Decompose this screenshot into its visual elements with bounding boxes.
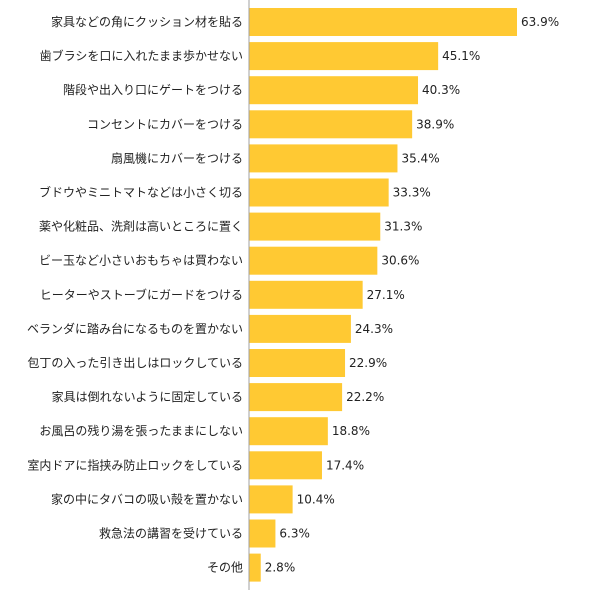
value-label: 31.3% [384, 220, 422, 234]
value-label: 30.6% [381, 254, 419, 268]
value-label: 6.3% [279, 527, 310, 541]
value-label: 24.3% [355, 322, 393, 336]
bar [249, 42, 439, 71]
value-label: 17.4% [326, 458, 364, 472]
category-label: コンセントにカバーをつける [87, 117, 243, 131]
bar [249, 485, 293, 514]
category-label: 室内ドアに指挟み防止ロックをしている [27, 457, 243, 472]
bar [249, 76, 419, 105]
category-label: ベランダに踏み台になるものを置かない [27, 321, 243, 336]
bar [249, 212, 381, 241]
bar [249, 144, 398, 173]
category-label: 家具は倒れないように固定している [52, 389, 243, 404]
category-label: その他 [207, 561, 243, 575]
bars-layer [249, 8, 517, 582]
category-label: 救急法の講習を受けている [99, 526, 243, 541]
value-label: 22.2% [346, 390, 384, 404]
category-label: 階段や出入り口にゲートをつける [63, 82, 243, 97]
bar [249, 519, 276, 548]
category-label: お風呂の残り湯を張ったままにしない [39, 424, 243, 438]
value-label: 22.9% [349, 356, 387, 370]
category-label: 扇風機にカバーをつける [111, 150, 243, 165]
category-label: ブドウやミニトマトなどは小さく切る [39, 185, 243, 200]
category-label: ビー玉など小さいおもちゃは買わない [39, 254, 243, 268]
bar [249, 8, 517, 36]
bar [249, 280, 363, 309]
value-label: 63.9% [521, 15, 559, 29]
value-label: 27.1% [367, 288, 405, 302]
bar [249, 314, 351, 343]
category-label: 家具などの角にクッション材を貼る [51, 14, 243, 29]
value-label: 10.4% [297, 492, 335, 506]
category-label: 包丁の入った引き出しはロックしている [27, 356, 243, 370]
bar [249, 383, 343, 412]
bar [249, 110, 413, 139]
category-label: 薬や化粧品、洗剤は高いところに置く [39, 219, 243, 234]
value-label: 33.3% [393, 186, 431, 200]
value-label: 2.8% [265, 561, 296, 575]
bar [249, 349, 346, 377]
value-label: 40.3% [422, 83, 460, 97]
bar [249, 417, 328, 446]
bar [249, 178, 389, 207]
value-label: 45.1% [442, 49, 480, 63]
bar [249, 553, 261, 582]
category-label: 家の中にタバコの吸い殻を置かない [51, 491, 243, 506]
value-label: 18.8% [332, 424, 370, 438]
value-label: 35.4% [401, 151, 439, 165]
bar [249, 246, 378, 275]
bar [249, 451, 322, 480]
value-label: 38.9% [416, 117, 454, 131]
category-label: ヒーターやストーブにガードをつける [40, 287, 243, 302]
labels-layer: 家具などの角にクッション材を貼る 63.9% 歯ブラシを口に入れたまま歩かせない 45… [27, 14, 559, 575]
category-label: 歯ブラシを口に入れたまま歩かせない [40, 48, 243, 63]
